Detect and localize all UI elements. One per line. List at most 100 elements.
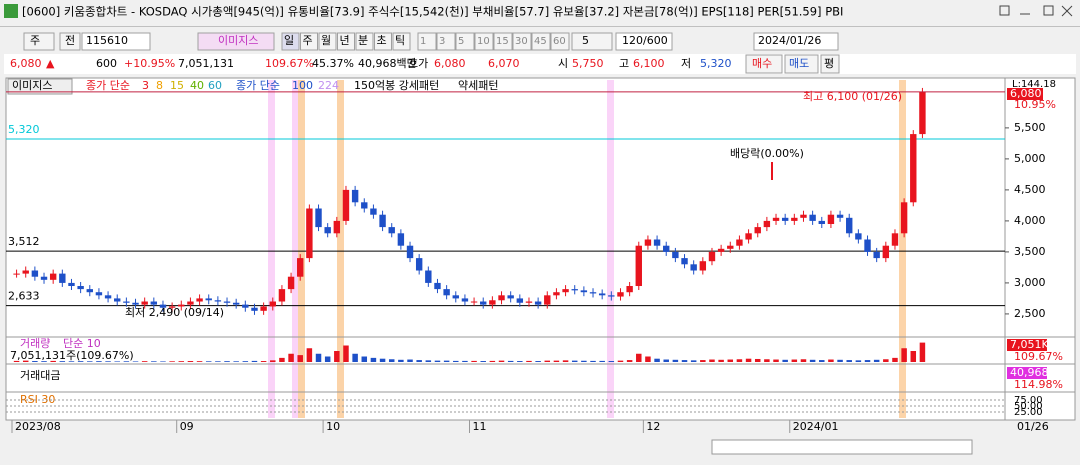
volume-bar	[288, 353, 294, 362]
candle	[626, 286, 633, 293]
period: 초	[377, 34, 387, 47]
x-tick-label: 11	[473, 420, 487, 433]
volume-bar	[645, 356, 651, 362]
candle	[580, 290, 588, 293]
candle	[644, 239, 652, 246]
interval-select[interactable]	[571, 32, 613, 51]
low: 5,320	[700, 57, 732, 70]
volume-bar	[224, 361, 230, 362]
candle	[150, 301, 158, 305]
interval-button[interactable]	[474, 32, 494, 51]
volume-rate: 109.67%	[1014, 350, 1063, 363]
interval-button[interactable]	[455, 32, 475, 51]
volume-bar	[443, 360, 450, 362]
volume-bar	[141, 361, 148, 362]
period-button[interactable]	[355, 32, 374, 51]
candle	[855, 233, 862, 240]
period-button[interactable]	[300, 32, 318, 51]
period-button[interactable]	[374, 32, 392, 51]
all: 전	[65, 34, 75, 47]
candle	[452, 295, 459, 299]
legend-name-box	[7, 78, 73, 95]
interval-button[interactable]	[417, 32, 437, 51]
period-button[interactable]	[281, 32, 300, 51]
amount-rate: 114.98%	[1014, 378, 1063, 391]
volume-bar	[379, 358, 386, 362]
last-rate: 10.95%	[1014, 98, 1056, 111]
volume-bar	[59, 361, 66, 362]
candle	[132, 302, 139, 305]
candle	[159, 304, 167, 308]
highlight-strips	[268, 80, 906, 418]
candle	[717, 248, 725, 252]
interval-button[interactable]	[531, 32, 551, 51]
candle	[361, 202, 368, 209]
candle	[772, 217, 780, 221]
price-axis	[1004, 77, 1076, 421]
candle	[699, 261, 707, 271]
window-buttons[interactable]	[999, 5, 1073, 17]
unit-select[interactable]	[23, 32, 55, 51]
date: 2024/01/26	[758, 34, 821, 47]
candle	[553, 292, 560, 296]
candle	[562, 289, 569, 293]
scroll-controls[interactable]	[711, 439, 973, 455]
legend-name: 이미지스	[12, 79, 52, 92]
avg-button[interactable]	[820, 54, 840, 74]
date-input[interactable]	[753, 32, 839, 51]
last-date: 01/26	[1017, 420, 1049, 433]
volume-bar	[270, 360, 276, 362]
interval-button[interactable]	[512, 32, 532, 51]
volume-bar	[507, 360, 514, 362]
annotation-high: 최고 6,100 (01/26)	[803, 90, 902, 103]
candle	[297, 258, 304, 277]
candle	[205, 298, 212, 301]
volume-bar	[571, 360, 578, 362]
amount-box	[1007, 367, 1047, 379]
interval-button[interactable]	[550, 32, 570, 51]
candle	[672, 251, 679, 259]
volume-bar	[434, 360, 441, 362]
volume-bar	[251, 360, 258, 362]
candle	[31, 270, 39, 277]
volume-bar	[471, 360, 477, 362]
volume-bar	[819, 360, 825, 362]
volume-info: 7,051,131주(109.67%)	[10, 349, 134, 362]
candle	[873, 251, 880, 259]
sell-button[interactable]	[784, 54, 819, 74]
name-box[interactable]	[197, 32, 275, 51]
interval-button[interactable]	[493, 32, 513, 51]
interval-button[interactable]	[436, 32, 456, 51]
volume-bar	[837, 359, 843, 362]
volume-bar	[370, 357, 377, 362]
volume-bar	[535, 361, 541, 362]
volume-bar	[873, 359, 880, 362]
x-tick-label: 12	[646, 420, 660, 433]
period-button[interactable]	[337, 32, 355, 51]
all-button[interactable]	[59, 32, 81, 51]
legend-pattern: 150억봉 강세패턴	[354, 79, 439, 92]
period-button[interactable]	[392, 32, 411, 51]
candle	[900, 202, 908, 234]
candle	[910, 134, 917, 203]
volume-bar	[892, 357, 898, 362]
sell: 매도	[789, 57, 809, 70]
candle	[534, 301, 542, 305]
candle	[690, 264, 697, 271]
volume-bar	[864, 360, 871, 362]
candle	[525, 301, 533, 303]
count-input[interactable]	[615, 32, 673, 51]
rsi-tick-label: 75.00	[1014, 395, 1043, 406]
buy-button[interactable]	[745, 54, 783, 74]
code-input[interactable]	[81, 32, 151, 51]
period-button[interactable]	[318, 32, 337, 51]
legend-period: 3	[142, 79, 149, 92]
candle	[342, 189, 350, 221]
volume-bar	[343, 345, 349, 362]
volume-bar	[690, 360, 697, 362]
candle	[635, 245, 642, 287]
candle	[919, 91, 926, 135]
candle	[141, 301, 148, 305]
candle	[836, 214, 844, 218]
open: 5,750	[572, 57, 604, 70]
